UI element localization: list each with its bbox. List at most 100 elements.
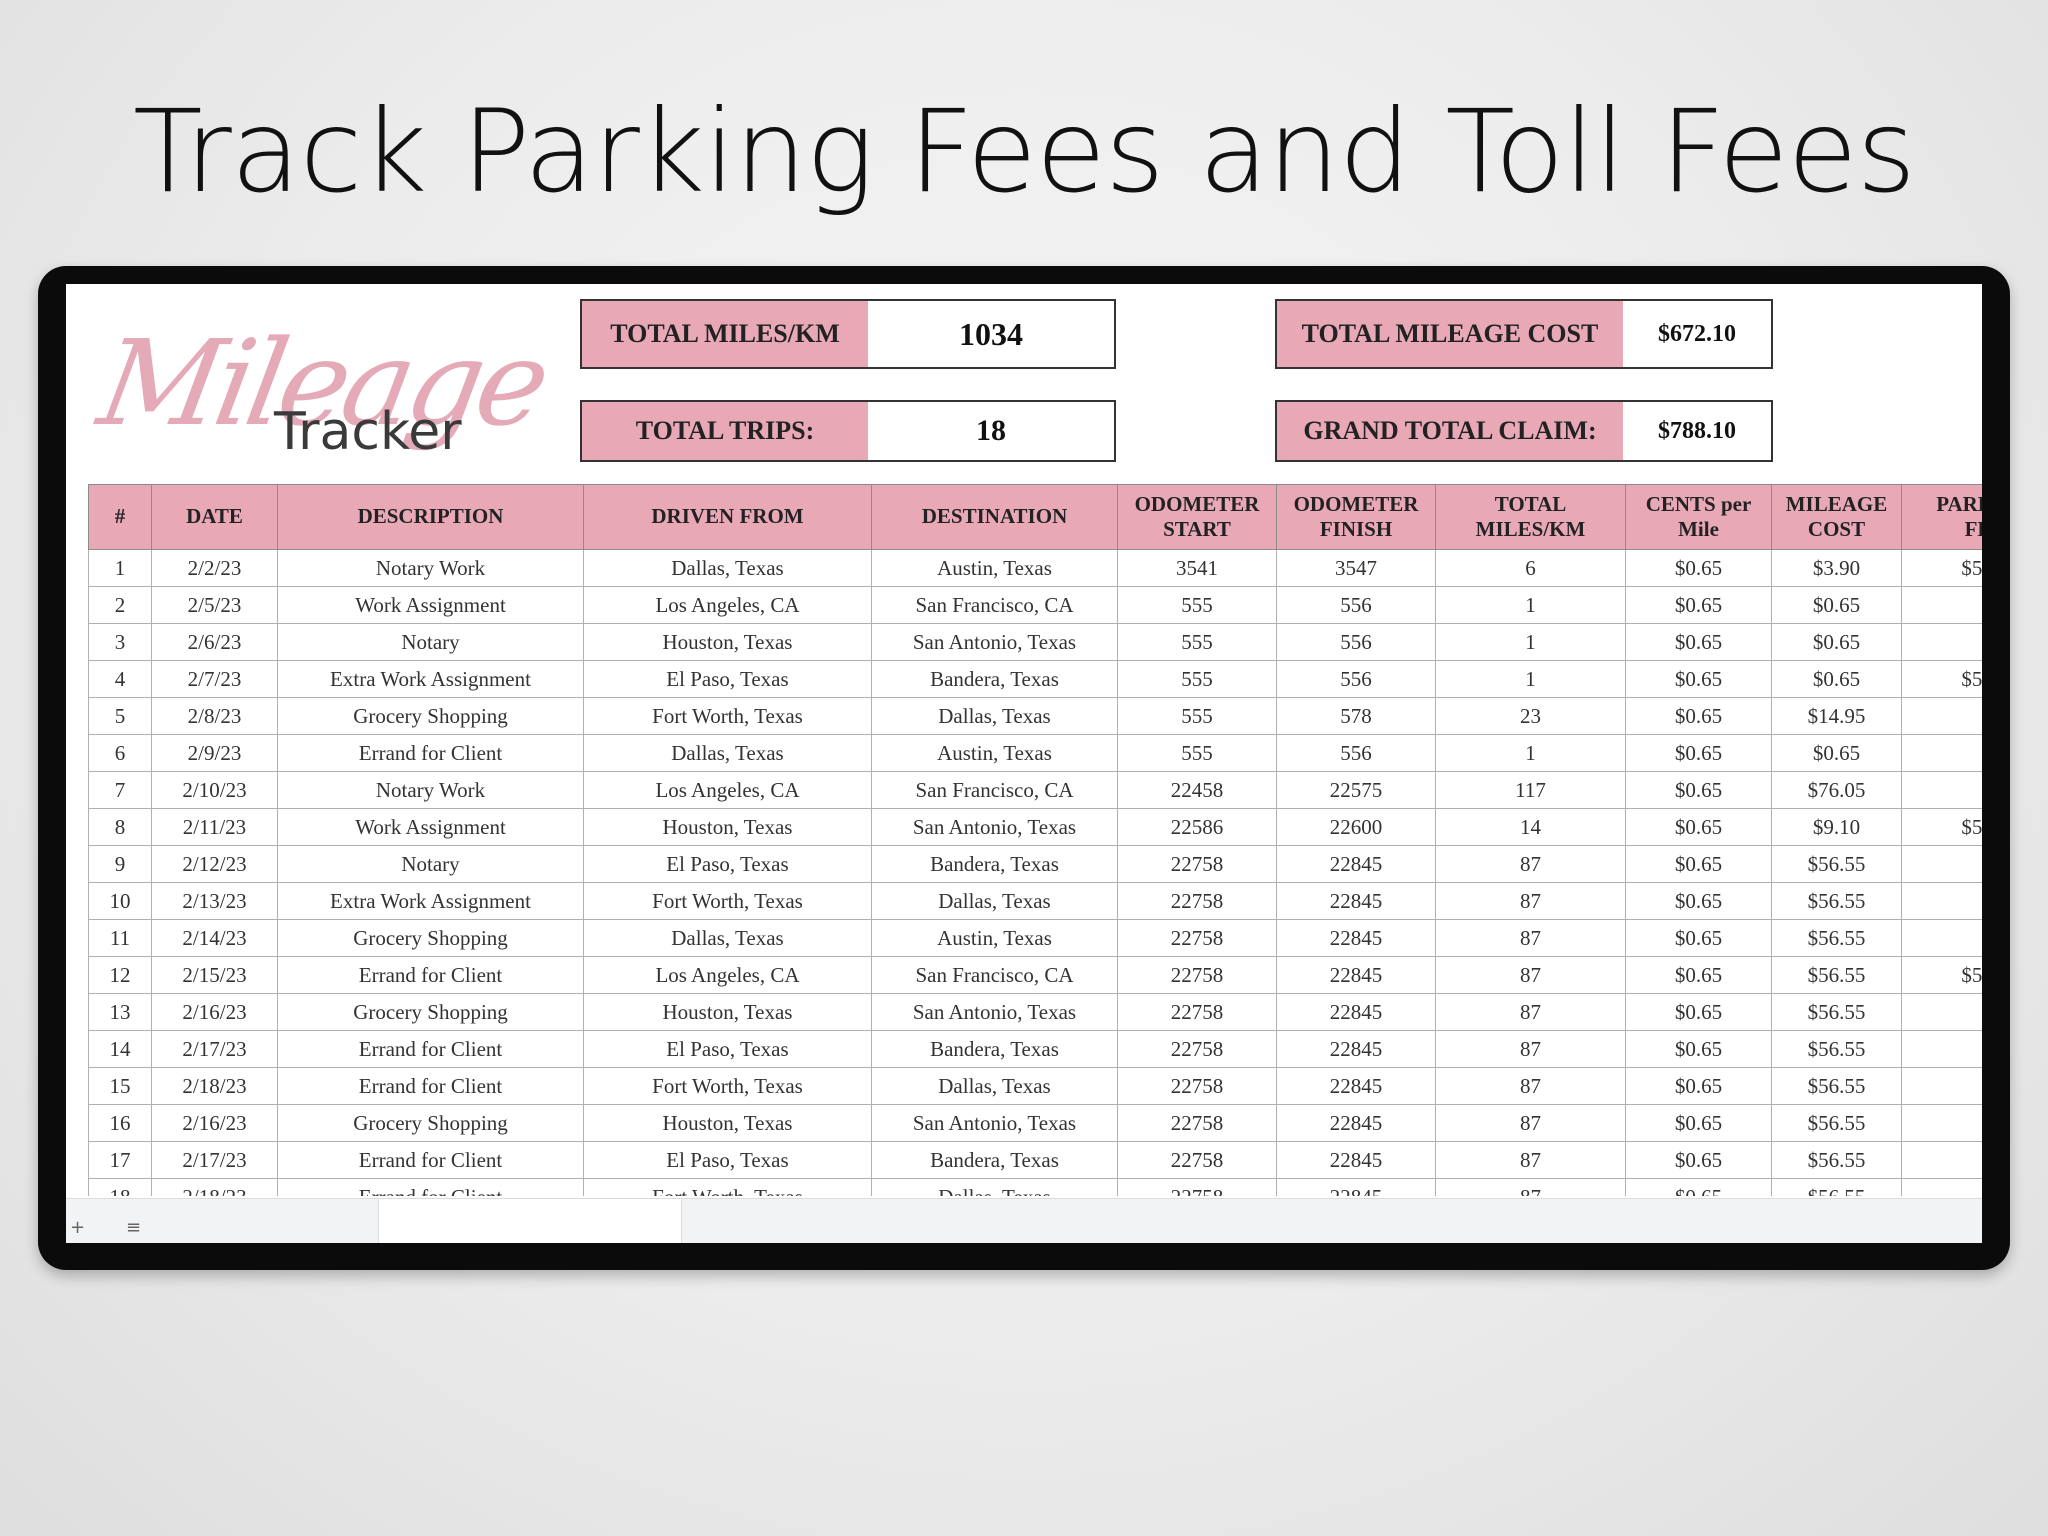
table-cell[interactable]: Extra Work Assignment [277, 660, 584, 698]
column-header[interactable]: # [88, 484, 152, 550]
table-cell[interactable]: $5.00 [1901, 549, 1982, 587]
table-cell[interactable]: 87 [1435, 882, 1626, 920]
table-cell[interactable]: 2/16/23 [151, 993, 278, 1031]
table-cell[interactable]: Errand for Client [277, 956, 584, 994]
table-cell[interactable]: $5.00 [1901, 660, 1982, 698]
column-header[interactable]: DESTINATION [871, 484, 1118, 550]
table-cell[interactable]: $56.55 [1771, 1067, 1902, 1105]
table-cell[interactable]: 6 [1435, 549, 1626, 587]
table-cell[interactable]: Dallas, Texas [583, 734, 872, 772]
table-cell[interactable]: $56.55 [1771, 919, 1902, 957]
table-cell[interactable]: 1 [1435, 734, 1626, 772]
table-cell[interactable]: 22575 [1276, 771, 1436, 809]
table-cell[interactable]: 87 [1435, 1067, 1626, 1105]
column-header[interactable]: MILEAGE COST [1771, 484, 1902, 550]
table-cell[interactable]: $0.65 [1625, 1178, 1772, 1196]
table-cell[interactable]: 17 [88, 1141, 152, 1179]
table-cell[interactable] [1901, 1104, 1982, 1142]
table-cell[interactable]: $14.95 [1771, 697, 1902, 735]
table-cell[interactable]: 22758 [1117, 919, 1277, 957]
table-cell[interactable]: 22845 [1276, 956, 1436, 994]
table-cell[interactable]: 22758 [1117, 993, 1277, 1031]
table-cell[interactable]: Grocery Shopping [277, 919, 584, 957]
table-cell[interactable]: 22845 [1276, 1178, 1436, 1196]
plus-icon[interactable]: + [70, 1217, 86, 1238]
table-cell[interactable]: $56.55 [1771, 993, 1902, 1031]
table-cell[interactable]: $0.65 [1625, 1030, 1772, 1068]
table-cell[interactable]: $9.10 [1771, 808, 1902, 846]
table-cell[interactable]: Fort Worth, Texas [583, 882, 872, 920]
table-cell[interactable]: $0.65 [1625, 623, 1772, 661]
table-cell[interactable] [1901, 623, 1982, 661]
table-cell[interactable]: Los Angeles, CA [583, 586, 872, 624]
table-cell[interactable]: Notary Work [277, 771, 584, 809]
table-cell[interactable]: 22600 [1276, 808, 1436, 846]
table-cell[interactable]: Los Angeles, CA [583, 956, 872, 994]
table-cell[interactable]: Errand for Client [277, 1141, 584, 1179]
table-cell[interactable]: 10 [88, 882, 152, 920]
table-cell[interactable]: Houston, Texas [583, 1104, 872, 1142]
column-header[interactable]: ODOMETER START [1117, 484, 1277, 550]
table-cell[interactable]: Work Assignment [277, 586, 584, 624]
table-cell[interactable]: 555 [1117, 660, 1277, 698]
table-cell[interactable]: $0.65 [1625, 660, 1772, 698]
table-cell[interactable]: 87 [1435, 956, 1626, 994]
table-cell[interactable]: Houston, Texas [583, 993, 872, 1031]
table-cell[interactable]: 2/17/23 [151, 1030, 278, 1068]
table-cell[interactable]: 22586 [1117, 808, 1277, 846]
table-cell[interactable]: $0.65 [1625, 734, 1772, 772]
total-trips-value[interactable]: 18 [976, 414, 1006, 447]
table-cell[interactable]: 1 [1435, 660, 1626, 698]
table-cell[interactable]: 87 [1435, 1178, 1626, 1196]
table-cell[interactable]: $0.65 [1625, 845, 1772, 883]
table-cell[interactable]: 14 [1435, 808, 1626, 846]
table-cell[interactable] [1901, 734, 1982, 772]
table-cell[interactable]: 578 [1276, 697, 1436, 735]
table-cell[interactable]: 87 [1435, 1141, 1626, 1179]
table-cell[interactable]: 8 [88, 808, 152, 846]
table-cell[interactable]: 14 [88, 1030, 152, 1068]
table-cell[interactable]: 22758 [1117, 845, 1277, 883]
table-cell[interactable]: $56.55 [1771, 1104, 1902, 1142]
table-cell[interactable]: 2/14/23 [151, 919, 278, 957]
table-cell[interactable]: 2/8/23 [151, 697, 278, 735]
table-cell[interactable]: 2/15/23 [151, 956, 278, 994]
column-header[interactable]: ODOMETER FINISH [1276, 484, 1436, 550]
table-cell[interactable]: El Paso, Texas [583, 660, 872, 698]
table-cell[interactable]: $56.55 [1771, 956, 1902, 994]
table-cell[interactable]: 22845 [1276, 1141, 1436, 1179]
table-cell[interactable]: Extra Work Assignment [277, 882, 584, 920]
menu-icon[interactable]: ≡ [126, 1217, 142, 1238]
table-cell[interactable]: 18 [88, 1178, 152, 1196]
table-cell[interactable]: Fort Worth, Texas [583, 697, 872, 735]
table-cell[interactable]: San Francisco, CA [871, 956, 1118, 994]
table-cell[interactable]: San Francisco, CA [871, 771, 1118, 809]
table-cell[interactable]: Houston, Texas [583, 623, 872, 661]
table-cell[interactable]: $0.65 [1625, 1104, 1772, 1142]
table-cell[interactable]: Grocery Shopping [277, 993, 584, 1031]
table-cell[interactable]: 22458 [1117, 771, 1277, 809]
table-cell[interactable]: Errand for Client [277, 1030, 584, 1068]
table-cell[interactable]: Errand for Client [277, 1178, 584, 1196]
table-cell[interactable] [1901, 697, 1982, 735]
table-cell[interactable]: 11 [88, 919, 152, 957]
table-cell[interactable]: $0.65 [1625, 1141, 1772, 1179]
table-cell[interactable]: 12 [88, 956, 152, 994]
table-cell[interactable]: 13 [88, 993, 152, 1031]
table-cell[interactable]: 22845 [1276, 993, 1436, 1031]
table-cell[interactable]: Errand for Client [277, 1067, 584, 1105]
table-cell[interactable]: Fort Worth, Texas [583, 1178, 872, 1196]
table-cell[interactable]: 16 [88, 1104, 152, 1142]
table-cell[interactable]: Bandera, Texas [871, 845, 1118, 883]
table-cell[interactable]: San Antonio, Texas [871, 1104, 1118, 1142]
table-cell[interactable]: 22758 [1117, 1178, 1277, 1196]
table-cell[interactable]: 1 [88, 549, 152, 587]
table-cell[interactable]: 87 [1435, 1030, 1626, 1068]
table-cell[interactable]: 3547 [1276, 549, 1436, 587]
column-header[interactable]: DATE [151, 484, 278, 550]
table-cell[interactable]: 23 [1435, 697, 1626, 735]
table-cell[interactable]: 22845 [1276, 845, 1436, 883]
table-cell[interactable]: Austin, Texas [871, 919, 1118, 957]
table-cell[interactable]: Bandera, Texas [871, 660, 1118, 698]
total-mileage-cost-value[interactable]: $672.10 [1658, 320, 1736, 347]
